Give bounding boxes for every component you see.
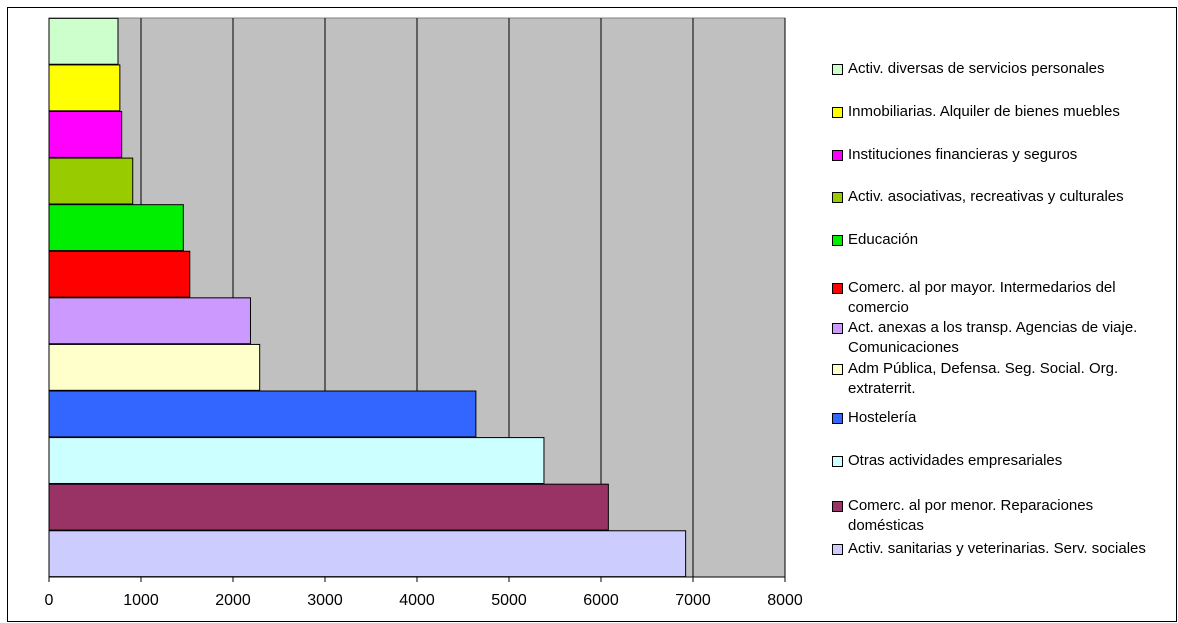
legend-item: Instituciones financieras y seguros [832,145,1172,165]
legend-label: Comerc. al por mayor. Intermedarios del … [848,279,1116,316]
bar [48,157,134,205]
x-axis: 0 1000 2000 3000 4000 5000 6000 7000 8000 [45,18,803,609]
bar [48,343,261,391]
legend-label: Instituciones financieras y seguros [848,146,1078,163]
x-tick-label: 5000 [491,592,527,609]
legend-item: Activ. asociativas, recreativas y cultur… [832,187,1172,207]
legend-swatch [832,413,843,424]
legend-item: Inmobiliarias. Alquiler de bienes mueble… [832,102,1172,122]
bar [48,111,123,158]
bar [48,483,609,531]
legend-swatch [832,456,843,467]
legend-item: Activ. sanitarias y veterinarias. Serv. … [832,539,1172,559]
legend: Activ. diversas de servicios personales I… [832,0,1178,623]
legend-label: Activ. asociativas, recreativas y cultur… [848,188,1124,205]
legend-swatch [832,544,843,555]
legend-item: Comerc. al por mayor. Intermedarios del … [832,278,1172,318]
x-tick-label: 6000 [583,592,619,609]
legend-swatch [832,323,843,334]
bar [48,297,251,345]
x-tick-label: 1000 [123,592,159,609]
bar [48,17,119,65]
legend-item: Otras actividades empresariales [832,451,1172,471]
legend-label: Activ. sanitarias y veterinarias. Serv. … [848,540,1146,557]
x-tick-label: 2000 [215,592,251,609]
legend-item: Act. anexas a los transp. Agencias de vi… [832,318,1172,358]
legend-swatch [832,150,843,161]
x-tick-label: 4000 [399,592,435,609]
bars [48,17,687,578]
legend-label: Otras actividades empresariales [848,452,1063,469]
legend-label: Hostelería [848,409,917,426]
bar [48,530,687,578]
legend-swatch [832,283,843,294]
legend-label: Inmobiliarias. Alquiler de bienes mueble… [848,103,1120,120]
legend-item: Comerc. al por menor. Reparaciones domés… [832,496,1172,536]
legend-swatch [832,235,843,246]
legend-label: Comerc. al por menor. Reparaciones domés… [848,497,1094,534]
legend-swatch [832,64,843,75]
bar [48,437,545,484]
legend-label: Adm Pública, Defensa. Seg. Social. Org. … [848,360,1119,397]
x-tick-label: 3000 [307,592,343,609]
legend-label: Activ. diversas de servicios personales [848,60,1105,77]
legend-item: Activ. diversas de servicios personales [832,59,1172,79]
bar [48,250,191,298]
bar [48,204,184,252]
legend-item: Adm Pública, Defensa. Seg. Social. Org. … [832,359,1172,399]
legend-swatch [832,192,843,203]
x-tick-label: 8000 [767,592,803,609]
bar [48,64,121,112]
legend-item: Hostelería [832,408,1172,428]
legend-swatch [832,364,843,375]
legend-swatch [832,107,843,118]
legend-item: Educación [832,230,1172,250]
x-tick-label: 0 [45,592,54,609]
bar [48,390,477,438]
legend-label: Educación [848,231,919,248]
x-tick-label: 7000 [675,592,711,609]
legend-swatch [832,501,843,512]
legend-label: Act. anexas a los transp. Agencias de vi… [848,319,1138,356]
